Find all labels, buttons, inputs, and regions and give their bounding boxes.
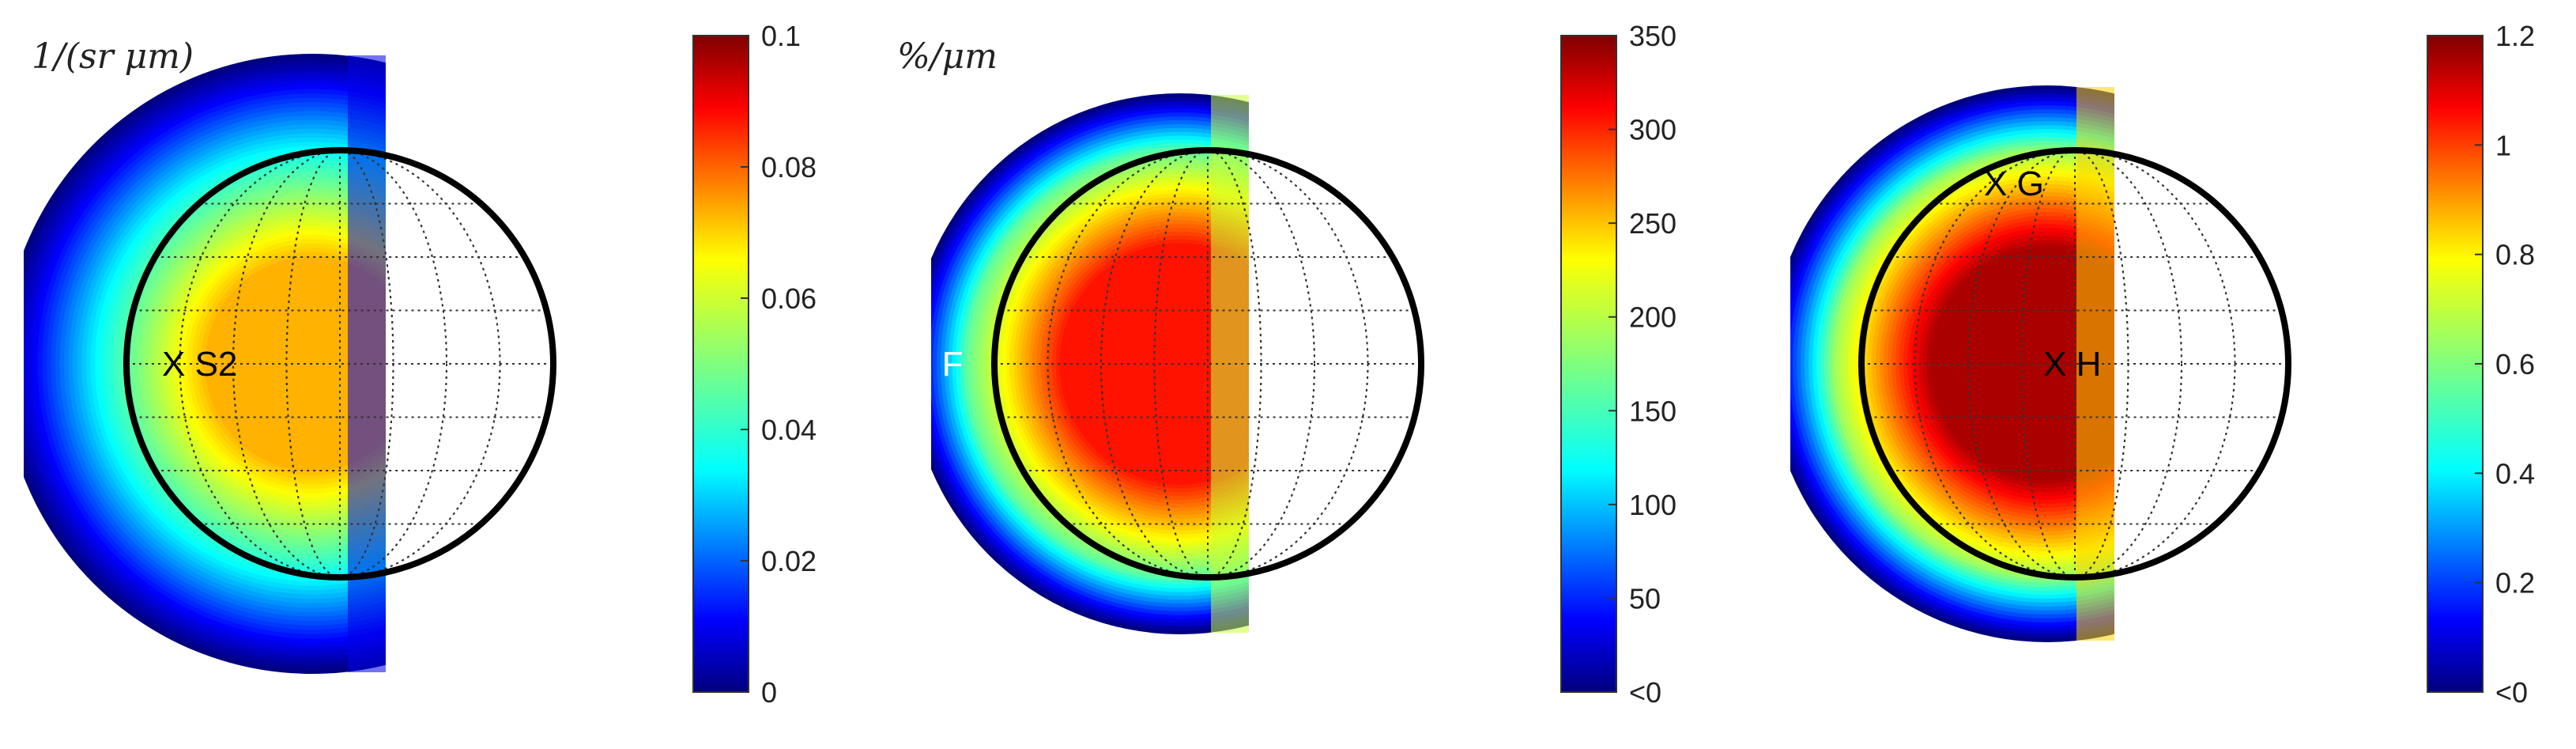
colorbar-tick-label: 100	[1629, 489, 1676, 521]
unit-label: %/μm	[897, 36, 998, 77]
colorbar-tick-label: 0.2	[2495, 567, 2535, 600]
panel-2: %/μm X F <0 50 100 150 200 250 300 350	[897, 20, 1676, 709]
colorbar-tick-label: 350	[1629, 20, 1676, 52]
point-marker: X G	[1984, 165, 2044, 203]
colorbar-tick-label: 0.4	[2495, 457, 2535, 490]
colorbar	[1560, 35, 1617, 693]
colorbar-tick-label: 0.1	[761, 20, 801, 52]
colorbar-tick-label: <0	[1629, 676, 1661, 709]
colorbar-tick-label: 150	[1629, 395, 1676, 427]
colorbar-tick-label: 0.06	[761, 282, 817, 315]
colorbar-tick-label: 0.8	[2495, 239, 2535, 271]
colorbar-tick-label: 1	[2495, 129, 2511, 161]
planet-limb	[1858, 147, 2291, 581]
colorbar-tick-label: 250	[1629, 207, 1676, 240]
colorbar	[692, 35, 749, 693]
panel-3: X G X H <0 0.2 0.4 0.6 0.8 1 1.2	[1790, 20, 2535, 709]
longitude-line	[179, 149, 501, 578]
longitude-line	[1047, 149, 1369, 578]
point-marker: X F	[909, 345, 963, 384]
colorbar-tick-label: 200	[1629, 301, 1676, 334]
colorbar-tick-label: 0.08	[761, 151, 817, 183]
colorbar-tick-label: 0.02	[761, 545, 817, 577]
unit-label: 1/(sr μm)	[32, 36, 194, 77]
colorbar	[2427, 35, 2484, 693]
planet-limb	[991, 147, 1424, 581]
point-marker: X H	[2043, 345, 2101, 384]
panel-1: 1/(sr μm) X S2 0 0.02 0.04 0.06 0.08 0.1	[24, 20, 817, 709]
longitude-line	[1100, 149, 1315, 578]
longitude-line	[1967, 149, 2182, 578]
colorbar-tick-label: <0	[2495, 676, 2528, 709]
longitude-line	[1914, 149, 2236, 578]
colorbar-tick-label: 1.2	[2495, 20, 2535, 52]
colorbar-tick-label: 0.04	[761, 414, 817, 446]
colorbar-tick-label: 50	[1629, 582, 1661, 615]
colorbar-tick-label: 300	[1629, 114, 1676, 146]
point-marker: X S2	[162, 345, 237, 384]
colorbar-tick-label: 0	[761, 676, 777, 709]
longitude-line	[232, 149, 447, 578]
planet-limb	[123, 147, 556, 581]
colorbar-tick-label: 0.6	[2495, 348, 2535, 380]
